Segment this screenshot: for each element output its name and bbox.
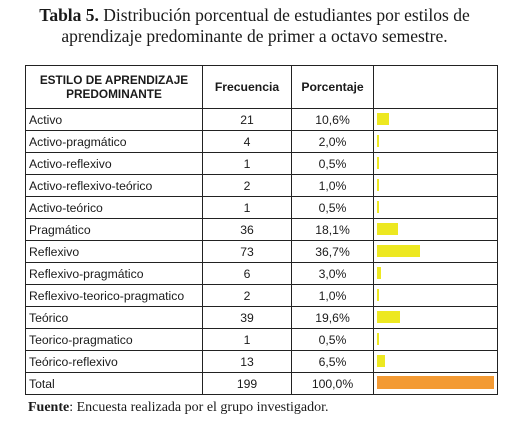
source-note: Fuente: Encuesta realizada por el grupo … — [28, 400, 329, 416]
table-row: Reflexivo-teorico-pragmatico 2 1,0% — [25, 284, 498, 307]
frequency-cell: 73 — [202, 240, 292, 263]
frequency-cell: 1 — [202, 328, 292, 351]
table-body: Activo 21 10,6% Activo-pragmático 4 2,0% Activ… — [25, 108, 498, 395]
source-label: Fuente — [28, 400, 70, 415]
header-style: ESTILO DE APRENDIZAJE PREDOMINANTE — [25, 65, 203, 109]
table-row: Teórico-reflexivo 13 6,5% — [25, 350, 498, 373]
learning-style-cell: Teorico-pragmatico — [25, 328, 203, 351]
learning-style-cell: Activo-reflexivo-teórico — [25, 174, 203, 197]
table-row: Activo-teórico 1 0,5% — [25, 196, 498, 219]
percentage-bar — [377, 267, 381, 279]
frequency-cell: 199 — [202, 372, 292, 395]
learning-style-cell: Reflexivo-teorico-pragmatico — [25, 284, 203, 307]
bar-cell — [373, 196, 498, 219]
header-frequency: Frecuencia — [202, 65, 292, 109]
percentage-bar — [377, 289, 379, 301]
table-caption: Tabla 5. Distribución porcentual de estu… — [10, 5, 499, 47]
bar-cell — [373, 262, 498, 285]
percentage-cell: 1,0% — [291, 174, 374, 197]
percentage-bar — [377, 223, 398, 235]
learning-style-cell: Activo — [25, 108, 203, 131]
percentage-cell: 10,6% — [291, 108, 374, 131]
percentage-cell: 2,0% — [291, 130, 374, 153]
percentage-cell: 36,7% — [291, 240, 374, 263]
percentage-bar — [377, 113, 389, 125]
frequency-cell: 1 — [202, 196, 292, 219]
bar-cell — [373, 306, 498, 329]
total-bar — [377, 376, 494, 389]
table-row: Teorico-pragmatico 1 0,5% — [25, 328, 498, 351]
frequency-cell: 13 — [202, 350, 292, 373]
table-title: Distribución porcentual de estudiantes p… — [61, 5, 470, 46]
percentage-cell: 0,5% — [291, 328, 374, 351]
bar-cell — [373, 372, 498, 395]
distribution-table: ESTILO DE APRENDIZAJE PREDOMINANTE Frecu… — [25, 65, 498, 395]
table-header-row: ESTILO DE APRENDIZAJE PREDOMINANTE Frecu… — [25, 65, 498, 109]
percentage-bar — [377, 245, 420, 257]
bar-cell — [373, 240, 498, 263]
percentage-bar — [377, 201, 379, 213]
table-row: Activo-reflexivo-teórico 2 1,0% — [25, 174, 498, 197]
percentage-bar — [377, 179, 379, 191]
bar-cell — [373, 218, 498, 241]
percentage-bar — [377, 311, 400, 323]
learning-style-cell: Total — [25, 372, 203, 395]
table-row: Pragmático 36 18,1% — [25, 218, 498, 241]
table-row: Activo-pragmático 4 2,0% — [25, 130, 498, 153]
percentage-cell: 19,6% — [291, 306, 374, 329]
bar-cell — [373, 174, 498, 197]
learning-style-cell: Teórico — [25, 306, 203, 329]
frequency-cell: 1 — [202, 152, 292, 175]
percentage-cell: 6,5% — [291, 350, 374, 373]
percentage-cell: 100,0% — [291, 372, 374, 395]
table-row: Reflexivo-pragmático 6 3,0% — [25, 262, 498, 285]
percentage-cell: 3,0% — [291, 262, 374, 285]
frequency-cell: 4 — [202, 130, 292, 153]
percentage-cell: 0,5% — [291, 152, 374, 175]
frequency-cell: 6 — [202, 262, 292, 285]
learning-style-cell: Reflexivo — [25, 240, 203, 263]
percentage-bar — [377, 355, 385, 367]
frequency-cell: 2 — [202, 284, 292, 307]
learning-style-cell: Activo-pragmático — [25, 130, 203, 153]
learning-style-cell: Pragmático — [25, 218, 203, 241]
percentage-bar — [377, 157, 379, 169]
frequency-cell: 39 — [202, 306, 292, 329]
header-bar — [373, 65, 498, 109]
frequency-cell: 2 — [202, 174, 292, 197]
frequency-cell: 36 — [202, 218, 292, 241]
bar-cell — [373, 328, 498, 351]
percentage-bar — [377, 333, 379, 345]
bar-cell — [373, 108, 498, 131]
learning-style-cell: Teórico-reflexivo — [25, 350, 203, 373]
header-percentage: Porcentaje — [291, 65, 374, 109]
frequency-cell: 21 — [202, 108, 292, 131]
table-number: Tabla 5. — [39, 5, 99, 25]
percentage-bar — [377, 135, 379, 147]
bar-cell — [373, 284, 498, 307]
table-row: Reflexivo 73 36,7% — [25, 240, 498, 263]
table-total-row: Total 199 100,0% — [25, 372, 498, 395]
bar-cell — [373, 350, 498, 373]
learning-style-cell: Reflexivo-pragmático — [25, 262, 203, 285]
learning-style-cell: Activo-reflexivo — [25, 152, 203, 175]
percentage-cell: 1,0% — [291, 284, 374, 307]
bar-cell — [373, 130, 498, 153]
table-row: Teórico 39 19,6% — [25, 306, 498, 329]
percentage-cell: 18,1% — [291, 218, 374, 241]
table-row: Activo-reflexivo 1 0,5% — [25, 152, 498, 175]
table-row: Activo 21 10,6% — [25, 108, 498, 131]
percentage-cell: 0,5% — [291, 196, 374, 219]
learning-style-cell: Activo-teórico — [25, 196, 203, 219]
source-text: : Encuesta realizada por el grupo invest… — [69, 400, 329, 415]
bar-cell — [373, 152, 498, 175]
